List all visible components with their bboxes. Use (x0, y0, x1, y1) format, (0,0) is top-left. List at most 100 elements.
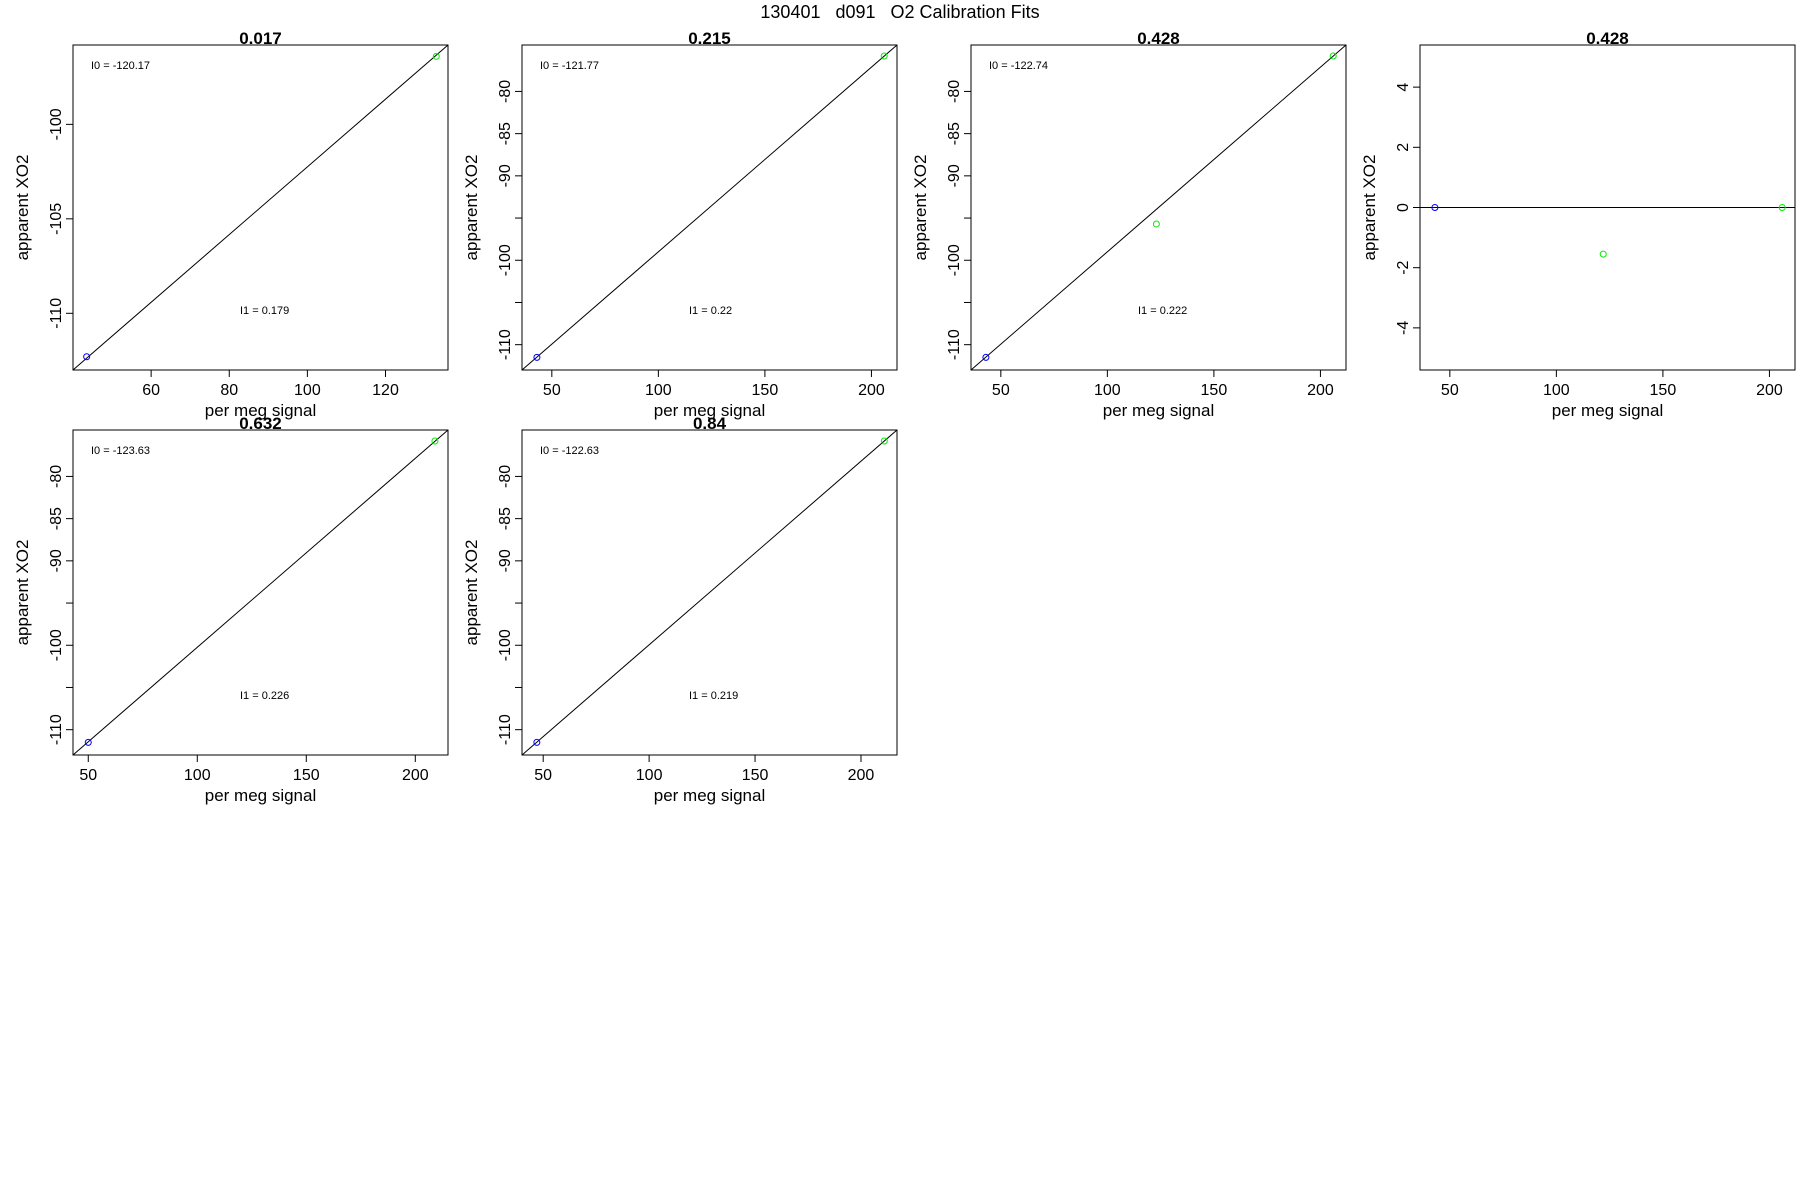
panel-title: 0.84 (693, 414, 727, 433)
panel-title: 0.428 (1137, 29, 1180, 48)
fit-line (521, 429, 898, 756)
data-point (880, 437, 888, 445)
slope-annotation: I1 = 0.179 (240, 305, 289, 317)
data-point (1329, 52, 1337, 60)
x-tick-label: 100 (184, 767, 211, 784)
panel-1: 0.017 60 80 100 120 -100 -105 -110 per meg signa… (13, 29, 449, 420)
y-tick-label: -100 (946, 244, 963, 276)
x-tick-label: 120 (372, 382, 399, 399)
plot-frame (521, 44, 898, 371)
y-tick-label: -4 (1395, 321, 1412, 335)
data-point (533, 353, 541, 361)
x-axis-label: per meg signal (205, 401, 317, 420)
y-tick-label: -2 (1395, 260, 1412, 274)
y-tick-label: -110 (497, 714, 514, 745)
slope-annotation: I1 = 0.219 (689, 690, 738, 702)
y-axis-label: apparent XO2 (13, 540, 32, 646)
panel-2: 0.215 50 100 150 200 -80 -85 -90 -100 -110 per meg… (462, 29, 898, 420)
data-point (1599, 250, 1607, 258)
slope-annotation: I1 = 0.22 (689, 305, 732, 317)
fit-line (72, 44, 449, 371)
x-tick-label: 200 (848, 767, 875, 784)
y-tick-label: -85 (48, 507, 65, 530)
y-tick-label: -80 (946, 80, 963, 103)
y-tick-label: -80 (497, 80, 514, 103)
plot-frame (521, 429, 898, 756)
data-point (84, 738, 92, 746)
fit-line (521, 44, 898, 371)
y-tick-label: 0 (1395, 203, 1412, 212)
intercept-annotation: I0 = -120.17 (91, 60, 150, 72)
x-tick-label: 150 (1201, 382, 1228, 399)
intercept-annotation: I0 = -123.63 (91, 445, 150, 457)
y-tick-label: -100 (48, 629, 65, 661)
y-tick-label: -80 (497, 465, 514, 488)
x-tick-label: 150 (1650, 382, 1677, 399)
x-tick-label: 50 (543, 382, 561, 399)
fit-line (970, 44, 1347, 371)
x-tick-label: 50 (1441, 382, 1459, 399)
x-tick-label: 80 (220, 382, 238, 399)
x-tick-label: 60 (142, 382, 160, 399)
y-tick-label: -110 (48, 714, 65, 745)
y-axis-label: apparent XO2 (462, 155, 481, 261)
x-tick-label: 100 (636, 767, 663, 784)
data-point (432, 52, 440, 60)
intercept-annotation: I0 = -122.74 (989, 60, 1048, 72)
y-tick-label: -110 (497, 329, 514, 360)
y-tick-label: -110 (946, 329, 963, 360)
y-tick-label: -90 (48, 549, 65, 572)
data-point (1152, 220, 1160, 228)
y-tick-label: -105 (48, 203, 65, 235)
plot-frame (970, 44, 1347, 371)
x-tick-label: 200 (1756, 382, 1783, 399)
data-point (880, 52, 888, 60)
x-tick-label: 100 (1094, 382, 1121, 399)
y-tick-label: -90 (497, 164, 514, 187)
panel-title: 0.215 (688, 29, 731, 48)
slope-annotation: I1 = 0.222 (1138, 305, 1187, 317)
fit-line (72, 429, 449, 756)
data-point (83, 353, 91, 361)
data-point (1778, 204, 1786, 211)
x-tick-label: 100 (645, 382, 672, 399)
data-point (1431, 204, 1439, 211)
x-tick-label: 200 (402, 767, 429, 784)
x-axis-label: per meg signal (1103, 401, 1215, 420)
x-tick-label: 150 (293, 767, 320, 784)
x-tick-label: 100 (294, 382, 321, 399)
y-tick-label: -100 (497, 629, 514, 661)
x-tick-label: 200 (858, 382, 885, 399)
panel-4: 0.428 50 100 150 200 4 2 0 -2 -4 per meg signal app… (1360, 29, 1796, 420)
figure-title: 130401 d091 O2 Calibration Fits (760, 2, 1040, 22)
y-axis-label: apparent XO2 (13, 155, 32, 261)
y-tick-label: -80 (48, 465, 65, 488)
x-tick-label: 50 (534, 767, 552, 784)
y-tick-label: -85 (497, 507, 514, 530)
y-tick-label: -85 (497, 122, 514, 145)
x-tick-label: 100 (1543, 382, 1570, 399)
y-tick-label: -90 (946, 164, 963, 187)
intercept-annotation: I0 = -122.63 (540, 445, 599, 457)
y-tick-label: 2 (1395, 143, 1412, 152)
panel-5: 0.632 50 100 150 200 -80 -85 -90 -100 -110 per meg… (13, 414, 449, 805)
y-axis-label: apparent XO2 (1360, 155, 1379, 261)
y-axis-label: apparent XO2 (462, 540, 481, 646)
plot-frame (72, 429, 449, 756)
x-axis-label: per meg signal (654, 401, 766, 420)
slope-annotation: I1 = 0.226 (240, 690, 289, 702)
plot-frame (72, 44, 449, 371)
panel-title: 0.017 (239, 29, 282, 48)
intercept-annotation: I0 = -121.77 (540, 60, 599, 72)
y-axis-label: apparent XO2 (911, 155, 930, 261)
x-axis-label: per meg signal (1552, 401, 1664, 420)
y-tick-label: -110 (48, 298, 65, 329)
x-tick-label: 50 (79, 767, 97, 784)
y-tick-label: -100 (497, 244, 514, 276)
x-tick-label: 200 (1307, 382, 1334, 399)
x-tick-label: 150 (742, 767, 769, 784)
data-point (982, 353, 990, 361)
x-axis-label: per meg signal (654, 786, 766, 805)
